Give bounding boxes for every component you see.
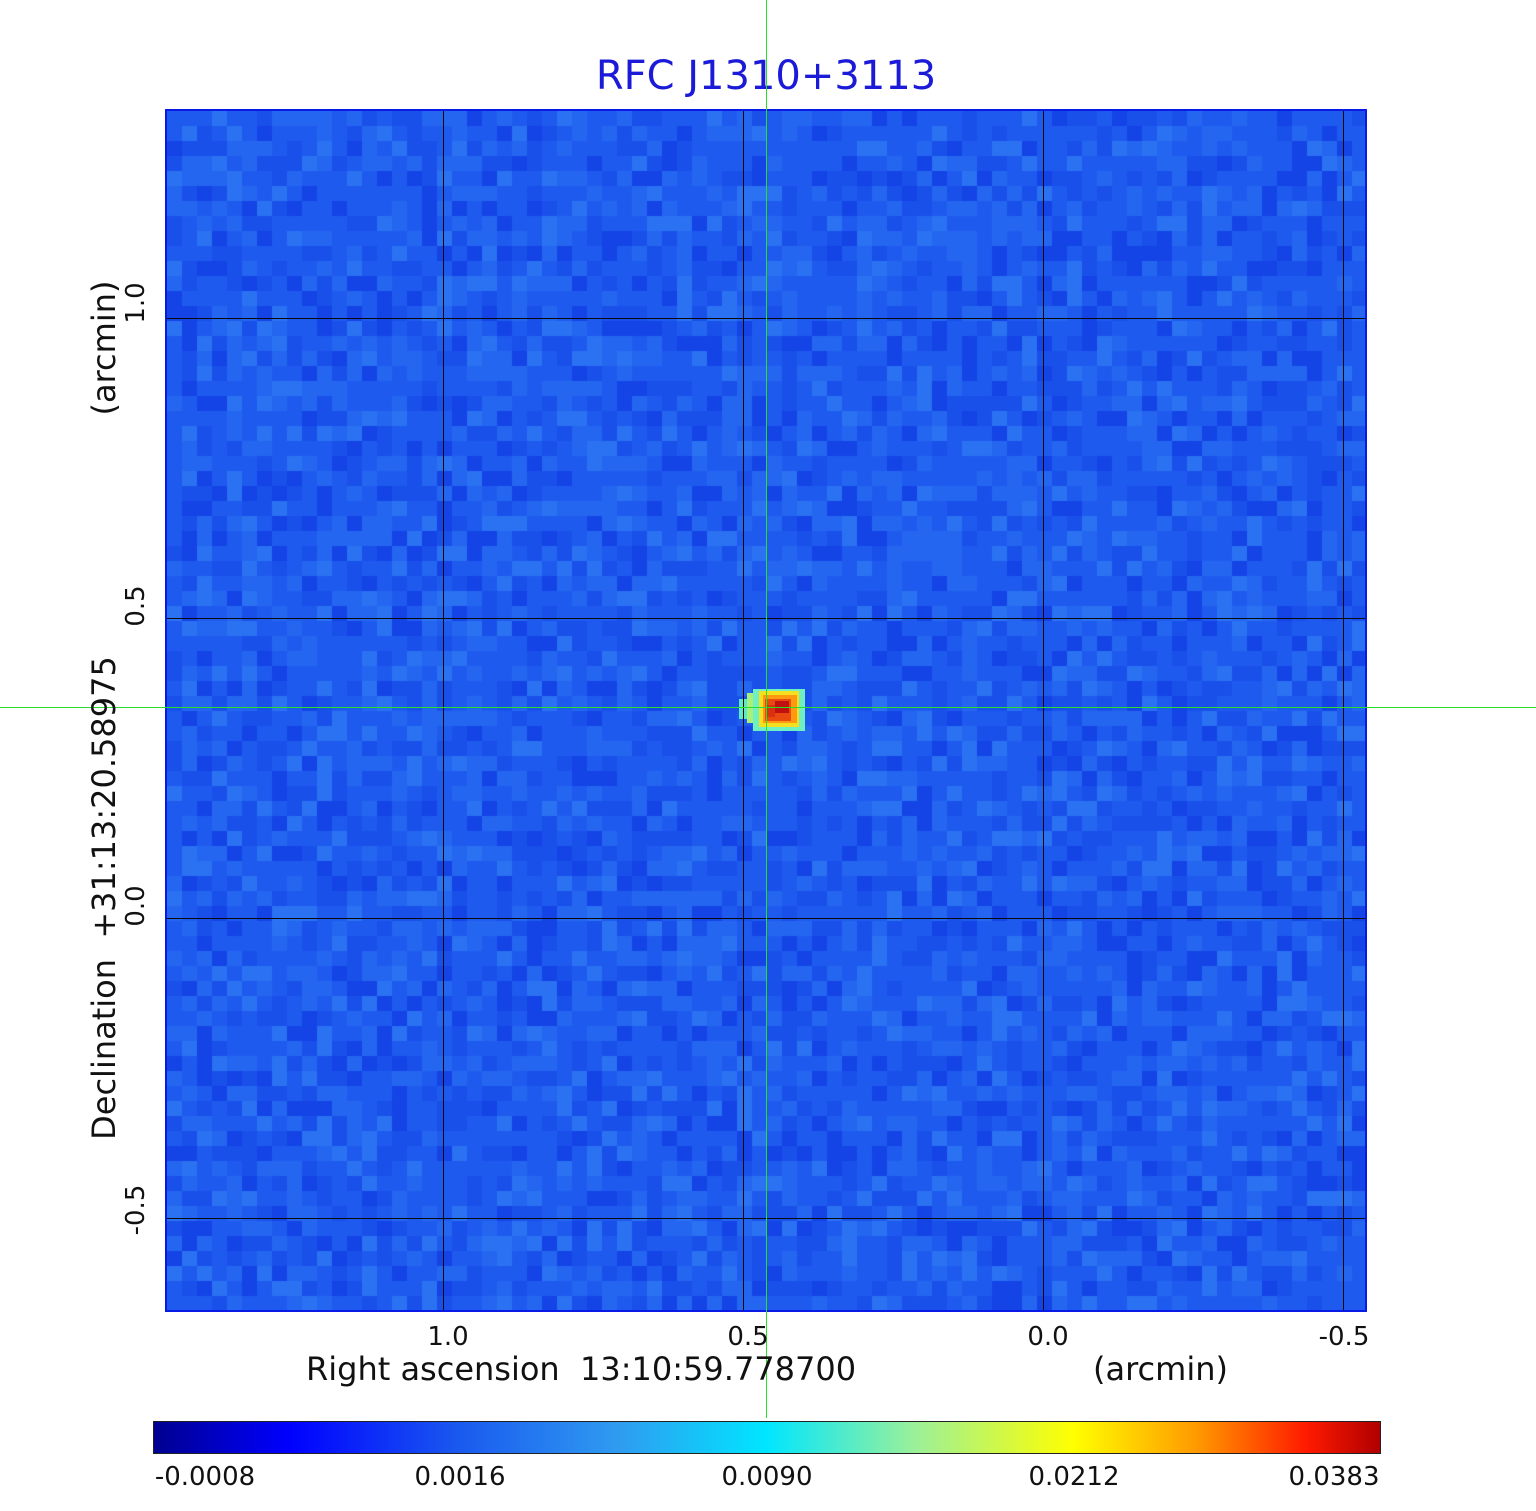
colorbar-tick-label: 0.0090 — [721, 1462, 813, 1492]
x-tick-label: 0.5 — [727, 1322, 769, 1352]
radio-source — [739, 689, 805, 731]
x-tick-label: 1.0 — [427, 1322, 469, 1352]
crosshair-vertical — [766, 0, 767, 1418]
y-axis-label: Declination +31:13:20.58975 — [85, 656, 123, 1140]
y-tick-label: 1.0 — [121, 282, 151, 324]
colorbar-tick-label: 0.0212 — [1028, 1462, 1120, 1492]
colorbar-tick-label: 0.0383 — [1288, 1462, 1380, 1492]
y-axis-unit: (arcmin) — [85, 280, 123, 416]
y-tick-label: 0.5 — [121, 585, 151, 627]
y-tick-label: -0.5 — [121, 1184, 151, 1236]
x-tick-label: 0.0 — [1027, 1322, 1069, 1352]
colorbar-tick-label: 0.0016 — [414, 1462, 506, 1492]
grid-line-ra-0.5 — [743, 111, 744, 1310]
y-tick-label: 0.0 — [121, 885, 151, 927]
crosshair-horizontal — [0, 707, 1536, 708]
colorbar-tick-label: -0.0008 — [154, 1462, 256, 1492]
grid-line-ra-1.0 — [443, 111, 444, 1310]
grid-line-ra-neg0.5 — [1343, 111, 1344, 1310]
colorbar — [153, 1421, 1381, 1454]
x-axis-unit: (arcmin) — [1093, 1350, 1228, 1388]
grid-line-ra-0.0 — [1043, 111, 1044, 1310]
chart-title: RFC J1310+3113 — [595, 53, 937, 99]
x-tick-label: -0.5 — [1318, 1322, 1370, 1352]
x-axis-label: Right ascension 13:10:59.778700 — [306, 1350, 857, 1388]
